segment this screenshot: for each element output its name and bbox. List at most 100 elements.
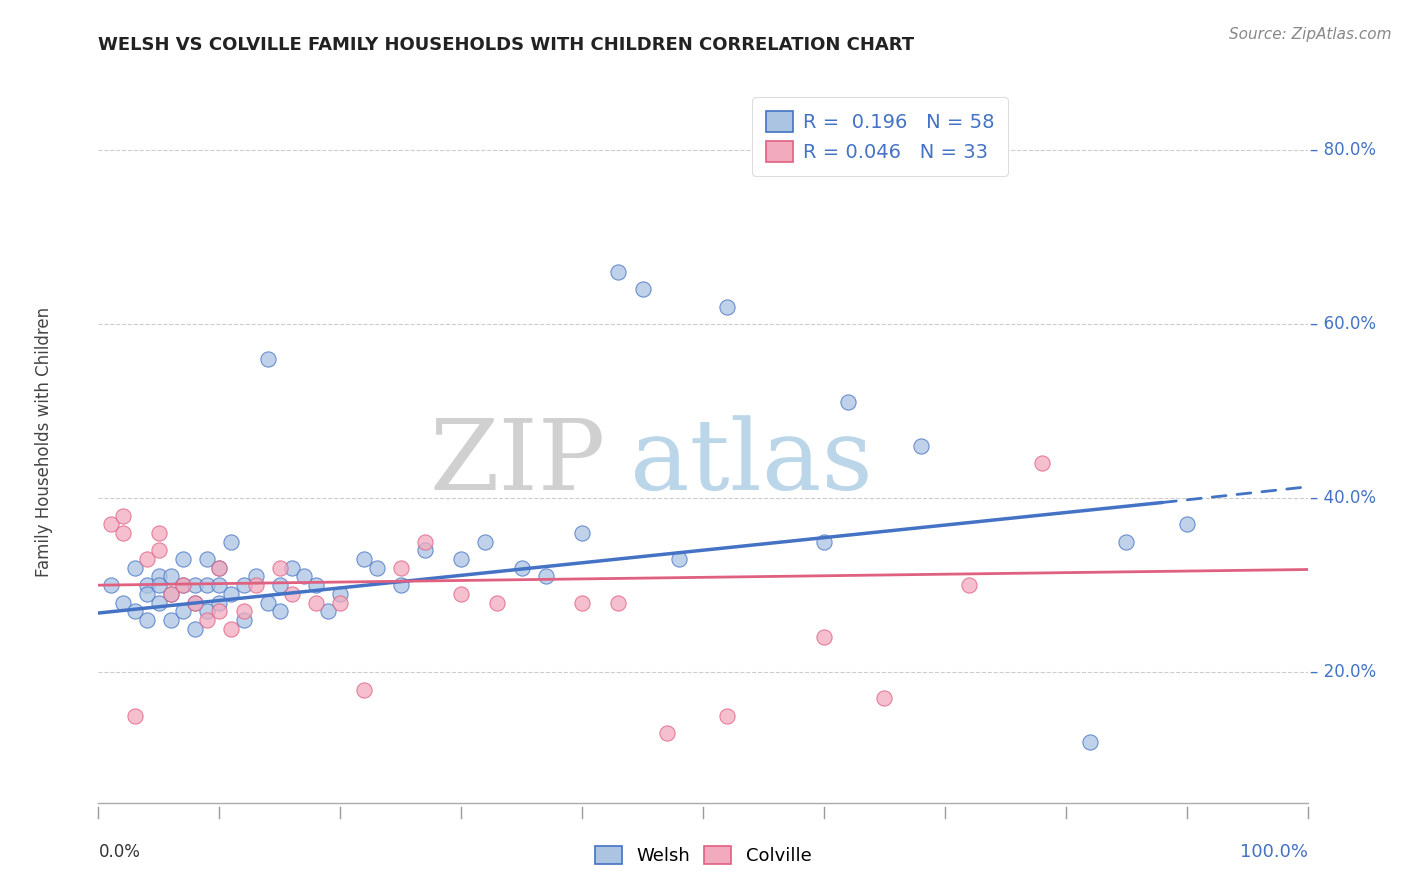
Point: [281, 561, 304, 575]
Point: [135, 587, 157, 601]
Point: [124, 561, 146, 575]
Point: [353, 552, 375, 566]
Point: [184, 596, 207, 610]
Point: [135, 552, 157, 566]
Point: [269, 604, 291, 618]
Point: [631, 282, 654, 296]
Point: [607, 596, 630, 610]
Point: [148, 569, 170, 583]
Point: [208, 561, 231, 575]
Point: [111, 596, 134, 610]
Point: [837, 395, 859, 409]
Text: 0.0%: 0.0%: [98, 843, 141, 861]
Point: [910, 439, 932, 453]
Point: [281, 587, 304, 601]
Text: – 60.0%: – 60.0%: [1310, 315, 1376, 333]
Point: [413, 534, 436, 549]
Text: ZIP: ZIP: [430, 416, 606, 511]
Point: [957, 578, 980, 592]
Point: [510, 561, 533, 575]
Point: [124, 708, 146, 723]
Point: [172, 578, 194, 592]
Point: [100, 578, 122, 592]
Point: [148, 596, 170, 610]
Point: [813, 534, 835, 549]
Point: [1078, 735, 1101, 749]
Point: [1115, 534, 1137, 549]
Point: [1031, 456, 1053, 470]
Point: [195, 604, 218, 618]
Text: – 20.0%: – 20.0%: [1310, 664, 1376, 681]
Point: [208, 604, 231, 618]
Point: [245, 569, 267, 583]
Point: [184, 578, 207, 592]
Legend: Welsh, Colville: Welsh, Colville: [585, 837, 821, 874]
Text: atlas: atlas: [630, 416, 873, 511]
Point: [135, 613, 157, 627]
Point: [195, 552, 218, 566]
Point: [716, 708, 738, 723]
Point: [474, 534, 496, 549]
Text: 100.0%: 100.0%: [1240, 843, 1308, 861]
Point: [329, 587, 352, 601]
Point: [269, 561, 291, 575]
Point: [571, 596, 593, 610]
Point: [172, 552, 194, 566]
Point: [160, 587, 183, 601]
Point: [124, 604, 146, 618]
Point: [329, 596, 352, 610]
Point: [184, 596, 207, 610]
Point: [813, 631, 835, 645]
Point: [873, 691, 896, 706]
Point: [256, 351, 278, 366]
Point: [655, 726, 678, 740]
Point: [195, 578, 218, 592]
Point: [316, 604, 339, 618]
Point: [195, 613, 218, 627]
Point: [389, 578, 412, 592]
Point: [232, 613, 254, 627]
Point: [135, 578, 157, 592]
Point: [366, 561, 388, 575]
Point: [668, 552, 690, 566]
Text: WELSH VS COLVILLE FAMILY HOUSEHOLDS WITH CHILDREN CORRELATION CHART: WELSH VS COLVILLE FAMILY HOUSEHOLDS WITH…: [98, 36, 914, 54]
Point: [232, 604, 254, 618]
Point: [100, 517, 122, 532]
Point: [160, 613, 183, 627]
Point: [486, 596, 509, 610]
Point: [148, 578, 170, 592]
Point: [571, 525, 593, 540]
Point: [305, 578, 328, 592]
Point: [221, 587, 243, 601]
Point: [245, 578, 267, 592]
Point: [208, 596, 231, 610]
Text: Family Households with Children: Family Households with Children: [35, 307, 53, 576]
Point: [184, 622, 207, 636]
Point: [172, 578, 194, 592]
Point: [305, 596, 328, 610]
Point: [450, 552, 472, 566]
Point: [160, 587, 183, 601]
Point: [450, 587, 472, 601]
Legend: R =  0.196   N = 58, R = 0.046   N = 33: R = 0.196 N = 58, R = 0.046 N = 33: [752, 97, 1008, 176]
Point: [534, 569, 557, 583]
Point: [172, 604, 194, 618]
Point: [111, 525, 134, 540]
Point: [607, 265, 630, 279]
Point: [413, 543, 436, 558]
Point: [111, 508, 134, 523]
Point: [208, 561, 231, 575]
Point: [221, 534, 243, 549]
Point: [148, 543, 170, 558]
Point: [221, 622, 243, 636]
Text: – 80.0%: – 80.0%: [1310, 141, 1376, 159]
Point: [353, 682, 375, 697]
Point: [148, 525, 170, 540]
Point: [716, 300, 738, 314]
Point: [269, 578, 291, 592]
Point: [208, 578, 231, 592]
Point: [160, 569, 183, 583]
Point: [389, 561, 412, 575]
Point: [256, 596, 278, 610]
Point: [232, 578, 254, 592]
